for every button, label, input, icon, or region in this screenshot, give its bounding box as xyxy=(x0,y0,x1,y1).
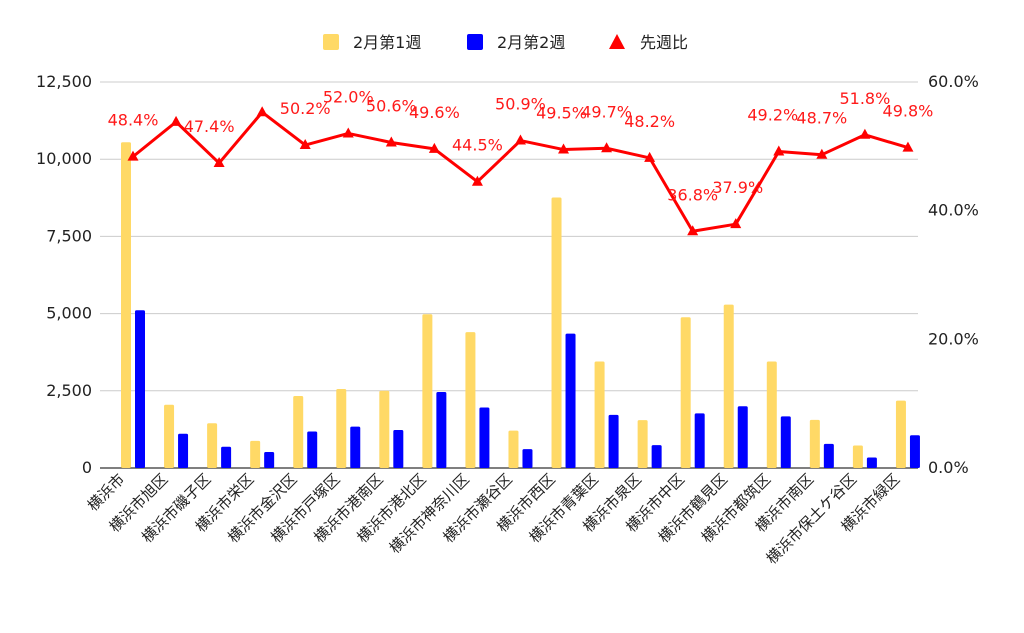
bar-week1 xyxy=(164,404,175,468)
y-left-tick-label: 0 xyxy=(82,458,92,477)
ratio-marker xyxy=(471,175,483,186)
bar-week2 xyxy=(135,310,145,468)
ratio-marker xyxy=(644,151,656,162)
ratio-marker xyxy=(773,145,785,156)
ratio-data-label: 50.2% xyxy=(280,99,331,118)
ratio-data-label: 50.6% xyxy=(366,96,417,115)
bar-week2 xyxy=(823,443,834,468)
ratio-data-label: 36.8% xyxy=(667,185,718,204)
bars xyxy=(121,142,920,468)
ratio-marker xyxy=(601,142,613,153)
gridlines xyxy=(100,81,918,469)
y-left-tick-label: 7,500 xyxy=(46,226,92,245)
ratio-marker xyxy=(213,157,225,168)
bar-week2 xyxy=(694,413,705,468)
bar-week1 xyxy=(766,361,777,468)
bar-week2 xyxy=(350,426,361,468)
bar-week2 xyxy=(307,431,318,468)
legend: 2月第1週 2月第2週 先週比 xyxy=(323,33,688,52)
bar-week2 xyxy=(866,457,877,468)
bar-week2 xyxy=(436,392,447,468)
bar-week2 xyxy=(565,333,576,468)
bar-week1 xyxy=(895,400,906,468)
axes: 0 2,500 5,000 7,500 10,000 12,500 0.0% 20.0% 40.… xyxy=(36,72,979,568)
ratio-data-label: 47.4% xyxy=(184,117,235,136)
bar-week2 xyxy=(393,430,404,468)
ratio-data-label: 48.2% xyxy=(624,112,675,131)
ratio-data-label: 51.8% xyxy=(839,89,890,108)
ratio-marker xyxy=(170,115,182,126)
legend-swatch-ratio xyxy=(609,34,625,49)
bar-week2 xyxy=(522,449,533,468)
bar-week1 xyxy=(809,419,820,468)
ratio-data-label: 52.0% xyxy=(323,87,374,106)
bar-week1 xyxy=(207,423,218,468)
legend-label: 先週比 xyxy=(640,33,688,52)
y-left-tick-label: 12,500 xyxy=(36,72,92,91)
bar-week1 xyxy=(637,420,648,468)
ratio-marker xyxy=(687,225,699,236)
y-left-tick-label: 5,000 xyxy=(46,304,92,323)
legend-swatch-week2 xyxy=(467,34,483,50)
ratio-data-label: 49.6% xyxy=(409,103,460,122)
y-left-tick-label: 10,000 xyxy=(36,149,92,168)
y-right-tick-label: 0.0% xyxy=(928,458,969,477)
ratio-data-label: 50.9% xyxy=(495,95,546,114)
bar-week1 xyxy=(336,388,347,468)
bar-week1 xyxy=(250,440,261,468)
ratio-data-label: 48.7% xyxy=(796,109,847,128)
ratio-data-label: 44.5% xyxy=(452,136,503,155)
ratio-marker xyxy=(902,141,914,152)
bar-week1 xyxy=(594,361,605,468)
bar-week1 xyxy=(723,304,734,468)
ratio-data-label: 49.2% xyxy=(747,105,798,124)
ratio-marker xyxy=(514,134,526,145)
ratio-data-label: 48.4% xyxy=(108,111,159,130)
bar-week2 xyxy=(178,433,189,468)
ratio-marker xyxy=(342,127,354,138)
bar-week1 xyxy=(508,430,519,468)
bar-week1 xyxy=(422,314,433,468)
ratio-marker xyxy=(816,148,828,159)
y-right-tick-label: 20.0% xyxy=(928,329,979,348)
ratio-data-label: 37.9% xyxy=(712,178,763,197)
bar-week1 xyxy=(293,396,304,468)
bar-week1 xyxy=(852,445,863,468)
y-right-tick-label: 40.0% xyxy=(928,201,979,220)
ratio-marker xyxy=(428,142,440,153)
bar-week1 xyxy=(121,142,131,468)
bar-week1 xyxy=(680,317,691,468)
bar-week2 xyxy=(608,414,619,468)
ratio-data-label: 49.5% xyxy=(536,104,587,123)
ratio-marker xyxy=(256,106,268,117)
bar-week1 xyxy=(551,197,562,468)
bar-week1 xyxy=(465,332,476,468)
bar-week2 xyxy=(221,446,232,468)
ratio-polyline xyxy=(132,110,909,233)
bar-week2 xyxy=(479,407,490,468)
ratio-data-label: 49.7% xyxy=(581,102,632,121)
bar-week2 xyxy=(780,416,791,468)
bar-week2 xyxy=(909,435,920,468)
ratio-marker xyxy=(127,150,139,161)
legend-swatch-week1 xyxy=(323,34,339,50)
bar-week2 xyxy=(264,451,275,468)
ratio-line: 48.4% 47.4% 50.2%52.0%50.6%49.6% 44.5% 50.9%… xyxy=(108,87,934,236)
bar-week2 xyxy=(651,445,662,468)
legend-label: 2月第1週 xyxy=(353,33,421,52)
bar-week1 xyxy=(379,390,390,468)
ratio-marker xyxy=(859,128,871,139)
ratio-marker xyxy=(385,136,397,147)
ratio-marker xyxy=(299,139,311,150)
ratio-marker xyxy=(730,218,742,229)
ratio-marker xyxy=(558,143,570,154)
y-left-tick-label: 2,500 xyxy=(46,381,92,400)
ratio-data-label: 49.8% xyxy=(883,102,934,121)
y-right-tick-label: 60.0% xyxy=(928,72,979,91)
legend-label: 2月第2週 xyxy=(497,33,565,52)
bar-week2 xyxy=(737,406,748,468)
